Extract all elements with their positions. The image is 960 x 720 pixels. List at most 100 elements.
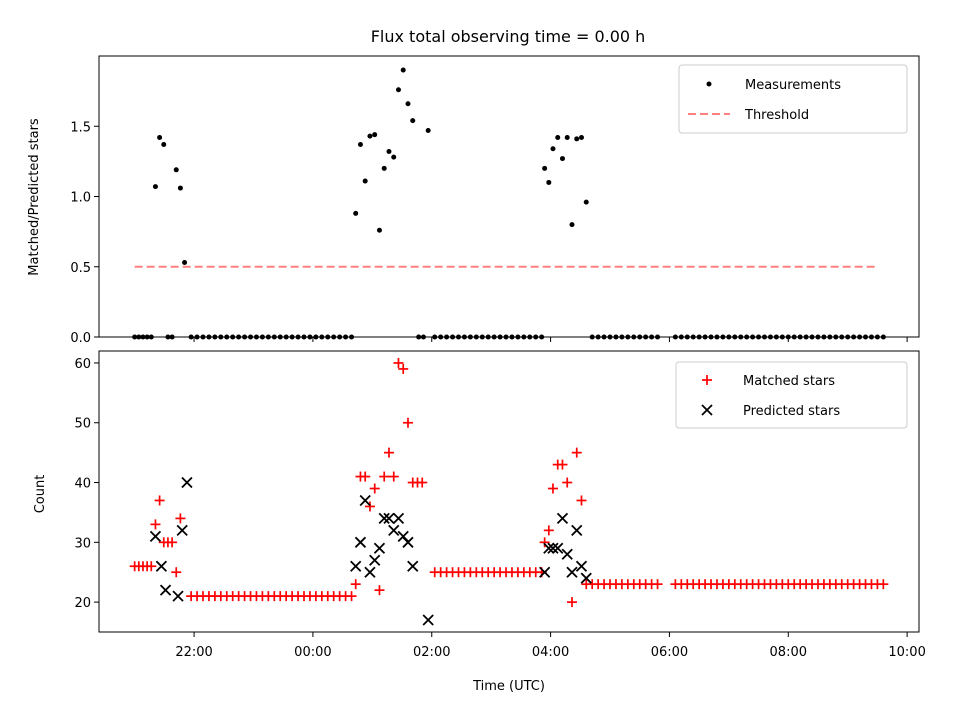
top-y-tick-label: 0.0 <box>70 331 91 346</box>
matched-star-point <box>398 363 409 374</box>
chart-title: Flux total observing time = 0.00 h <box>371 27 646 46</box>
measurement-point <box>569 222 575 228</box>
measurement-point <box>405 101 411 107</box>
predicted-star-point <box>364 566 376 578</box>
legend-matched-label: Matched stars <box>743 374 835 389</box>
predicted-star-point <box>561 548 573 560</box>
matched-star-point <box>566 597 577 608</box>
bottom-axes-frame <box>98 350 920 633</box>
bottom-y-tick-label: 40 <box>74 477 91 492</box>
matched-star-point <box>402 417 413 428</box>
bottom-y-tick-label: 50 <box>74 417 91 432</box>
legend-predicted-label: Predicted stars <box>743 404 840 419</box>
predicted-star-point <box>159 584 172 596</box>
predicted-star-point <box>571 524 583 536</box>
predicted-star-point <box>176 524 188 536</box>
matched-star-point <box>393 357 404 368</box>
predicted-star-point <box>350 560 362 572</box>
predicted-star-point <box>543 542 555 554</box>
top-panel: 0.0 0.5 1.0 1.5 Matched/Predicted stars Mea… <box>27 55 920 346</box>
matched-star-point <box>346 591 357 602</box>
matched-star-point <box>383 447 394 458</box>
measurement-point <box>386 149 392 155</box>
predicted-star-point <box>369 554 381 566</box>
legend-measurements-label: Measurements <box>745 78 841 93</box>
predicted-star-point <box>181 476 193 489</box>
top-legend: Measurements Threshold <box>678 64 908 134</box>
bottom-x-tick-label: 08:00 <box>770 645 807 660</box>
matched-star-point <box>388 471 399 482</box>
matched-star-point <box>154 495 165 506</box>
predicted-star-point <box>392 512 405 525</box>
matched-star-point <box>150 519 161 530</box>
measurement-point <box>381 165 387 171</box>
matched-star-point <box>374 585 385 596</box>
measurement-point <box>555 134 561 140</box>
matched-star-point <box>557 459 568 470</box>
bottom-x-tick-label: 06:00 <box>651 645 688 660</box>
bottom-legend-box <box>675 361 908 429</box>
predicted-star-point <box>402 536 414 548</box>
measurement-point <box>578 134 584 140</box>
predicted-star-point <box>373 542 386 554</box>
predicted-star-point <box>575 560 588 572</box>
measurement-point <box>400 67 406 73</box>
measurement-point <box>376 227 382 233</box>
predicted-star-point <box>383 512 395 525</box>
measurement-point <box>550 146 556 152</box>
legend-measurements-marker <box>706 81 712 87</box>
matched-star-point <box>571 447 582 458</box>
legend-matched-marker <box>702 375 712 385</box>
bottom-x-tick-label: 22:00 <box>175 645 212 660</box>
predicted-star-point <box>422 614 434 626</box>
measurement-point <box>362 178 368 184</box>
matched-star-point <box>146 561 157 572</box>
predicted-star-point <box>388 524 400 536</box>
legend-matched-plus <box>702 375 712 385</box>
measurement-point <box>542 165 548 171</box>
predicted-star-point <box>566 566 578 578</box>
bottom-plot-area: 20 30 40 50 60 22:00 00:00 02:00 04:00 06:00 08:00… <box>74 357 925 660</box>
matched-star-point <box>364 501 375 512</box>
measurement-point <box>372 132 378 138</box>
top-y-tick-label: 1.0 <box>70 191 91 206</box>
bottom-y-tick-label: 20 <box>74 596 91 611</box>
measurement-point <box>559 156 565 162</box>
top-y-tick-label: 1.5 <box>70 120 91 135</box>
predicted-star-point <box>155 560 168 572</box>
matched-star-point <box>878 579 889 590</box>
matched-star-point <box>417 477 428 488</box>
measurement-point <box>367 133 373 139</box>
measurement-point <box>395 87 401 93</box>
top-axes-frame <box>98 55 920 338</box>
matched-star-point <box>350 579 361 590</box>
predicted-star-point <box>556 512 569 525</box>
measurement-point <box>182 260 188 266</box>
measurement-point <box>177 185 183 191</box>
top-y-tick-label: 0.5 <box>70 261 91 276</box>
measurement-point <box>391 154 397 160</box>
measurement-point <box>425 127 431 133</box>
x-axis-label: Time (UTC) <box>472 679 545 694</box>
top-legend-box <box>678 64 908 134</box>
measurement-point <box>583 199 589 205</box>
matched-star-point <box>175 513 186 524</box>
legend-predicted-marker <box>701 404 713 416</box>
bottom-y-tick-label: 30 <box>74 536 91 551</box>
matched-star-point <box>379 471 390 482</box>
bottom-legend: Matched stars Predicted stars <box>675 361 908 429</box>
measurement-point <box>157 134 163 140</box>
matched-star-point <box>547 483 558 494</box>
predicted-star-point <box>378 512 390 525</box>
bottom-x-tick-label: 04:00 <box>532 645 569 660</box>
predicted-star-point <box>354 536 367 548</box>
bottom-y-axis-label: Count <box>33 475 48 514</box>
matched-star-point <box>576 495 587 506</box>
predicted-star-point <box>172 590 184 602</box>
legend-threshold-label: Threshold <box>744 108 809 123</box>
bottom-y-tick-label: 60 <box>74 357 91 372</box>
predicted-star-point <box>407 560 419 572</box>
top-y-axis-label: Matched/Predicted stars <box>27 118 42 276</box>
bottom-panel: 20 30 40 50 60 22:00 00:00 02:00 04:00 06:00 08:00… <box>33 350 926 694</box>
